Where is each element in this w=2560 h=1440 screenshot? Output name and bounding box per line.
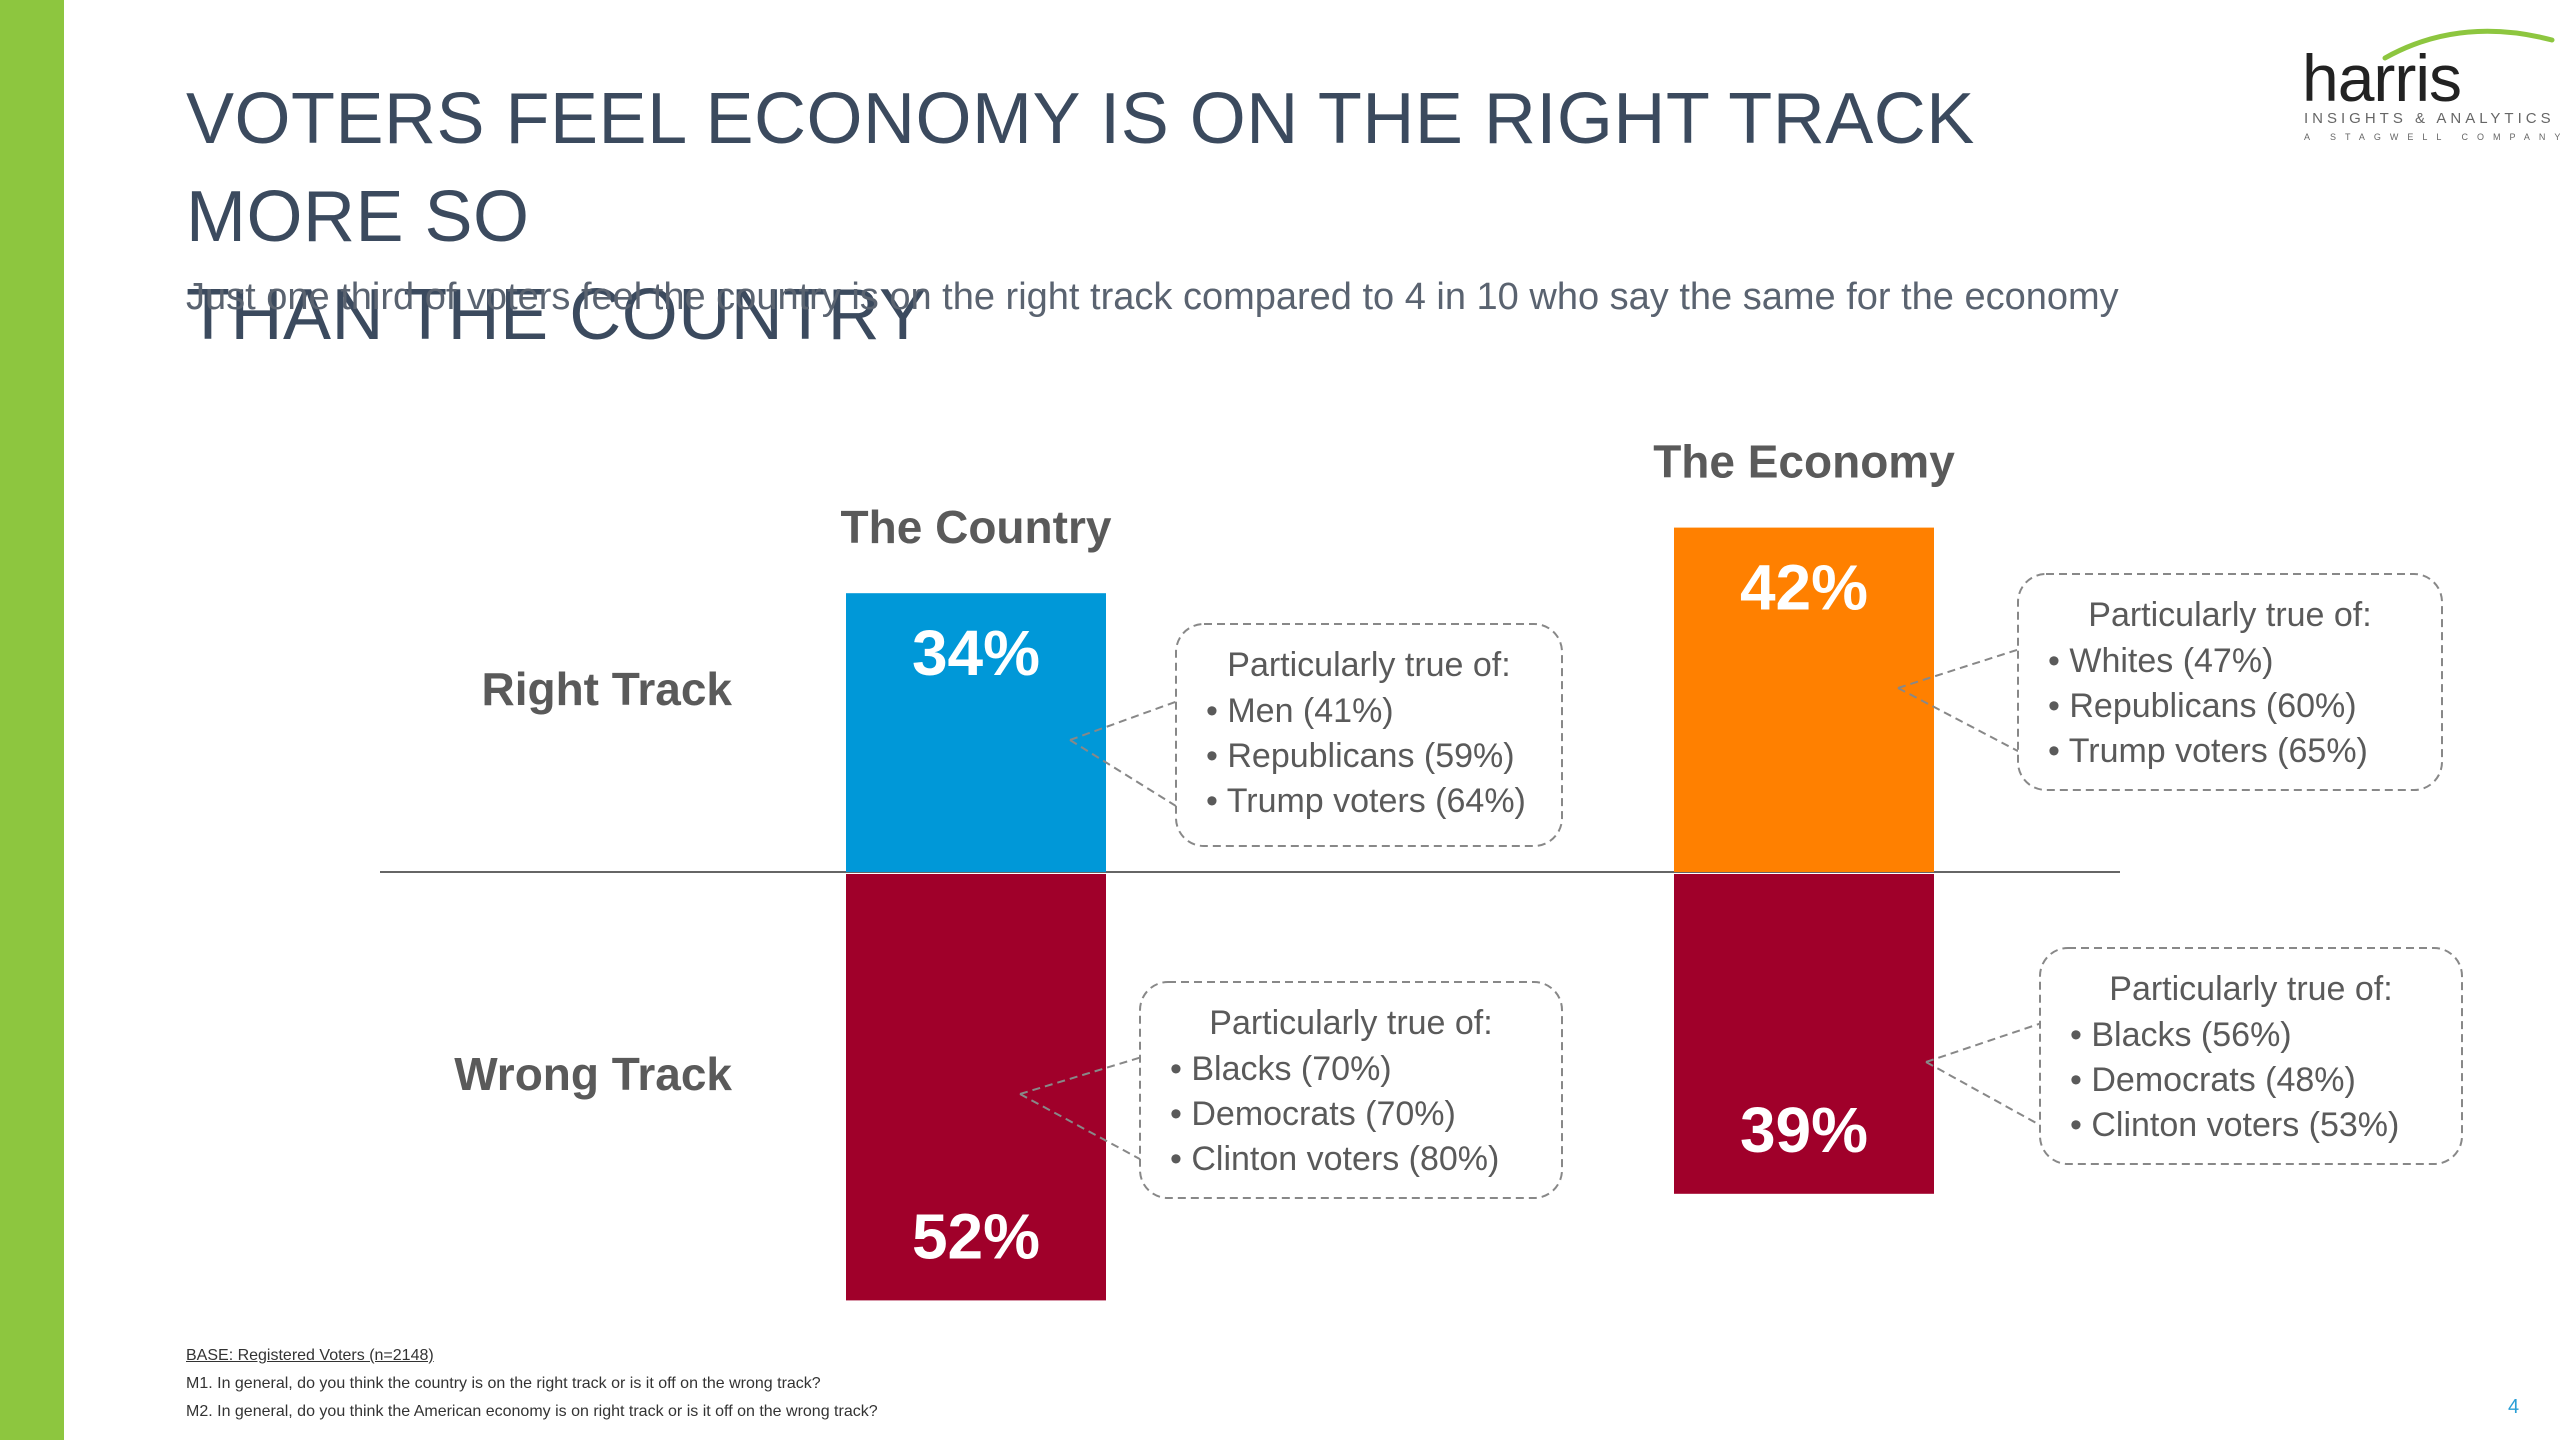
value-label-wrong-track-economy: 39% [1740,1094,1868,1166]
callout-country-wrong-item: • Clinton voters (80%) [1170,1140,1499,1178]
page-number: 4 [2508,1396,2520,1418]
row-label-right-track: Right Track [481,663,732,715]
title-line-1: VOTERS FEEL ECONOMY IS ON THE RIGHT TRAC… [186,79,1975,257]
footnote-m2: M2. In general, do you think the America… [186,1403,878,1420]
callout-country-wrong-pointer-bottom [1019,1093,1141,1160]
track-chart: Right Track Wrong Track The Country 34% 52% T… [380,436,2463,1301]
bar-wrong-track-economy [1674,874,1934,1194]
callout-country-right-item: • Trump voters (64%) [1206,782,1526,820]
value-label-right-track-economy: 42% [1740,552,1868,624]
logo-tagline-2: A STAGWELL COMPANY [2304,132,2560,142]
footnote-base: BASE: Registered Voters (n=2148) [186,1347,434,1364]
bar-right-track-country [846,593,1106,872]
accent-bar [0,0,64,1440]
harris-logo: harris INSIGHTS & ANALYTICS A STAGWELL C… [2290,18,2560,158]
callout-economy-right-pointer-top [1897,648,2019,689]
callout-economy-right-item: • Trump voters (65%) [2048,732,2368,770]
category-label-economy: The Economy [1653,436,1955,488]
slide-title: VOTERS FEEL ECONOMY IS ON THE RIGHT TRAC… [186,70,2186,364]
callout-economy-right-item: • Republicans (60%) [2048,687,2357,725]
callout-economy-wrong-pointer-top [1925,1022,2041,1063]
category-label-country: The Country [841,501,1112,553]
slide-subtitle: Just one third of voters feel the countr… [186,276,2119,318]
callout-country-right-box [1175,623,1563,847]
callout-country-wrong-box [1139,981,1563,1199]
callout-economy-wrong-box [2039,947,2463,1165]
callout-country-wrong-item: • Blacks (70%) [1170,1050,1392,1088]
logo-word: harris [2302,41,2462,115]
callout-country-right-item: • Republicans (59%) [1206,737,1515,775]
footnotes: BASE: Registered Voters (n=2148) M1. In … [186,1342,878,1426]
callout-country-right-pointer-bottom [1069,739,1177,807]
callout-economy-wrong-item: • Clinton voters (53%) [2070,1106,2399,1144]
row-label-wrong-track: Wrong Track [454,1048,732,1100]
value-label-right-track-country: 34% [912,617,1040,689]
callout-country-wrong-heading: Particularly true of: [1209,1004,1492,1042]
callout-country-wrong-pointer-top [1019,1056,1141,1095]
callout-economy-right-item: • Whites (47%) [2048,642,2273,680]
value-label-wrong-track-country: 52% [912,1200,1040,1272]
callout-economy-right-box [2017,573,2443,791]
logo-tagline: INSIGHTS & ANALYTICS [2304,110,2555,127]
callout-country-wrong-item: • Democrats (70%) [1170,1095,1456,1133]
callout-economy-wrong-heading: Particularly true of: [2109,970,2392,1008]
title-line-2: THAN THE COUNTRY [186,275,928,355]
callout-economy-right-heading: Particularly true of: [2088,596,2371,634]
footnote-m1: M1. In general, do you think the country… [186,1375,821,1392]
callout-country-right-pointer-top [1069,700,1177,741]
bar-wrong-track-country [846,874,1106,1301]
callout-economy-right-pointer-bottom [1897,687,2019,753]
callout-country-right-heading: Particularly true of: [1227,646,1510,684]
bar-right-track-economy [1674,527,1934,872]
callout-economy-wrong-item: • Democrats (48%) [2070,1061,2356,1099]
callout-economy-wrong-item: • Blacks (56%) [2070,1016,2292,1054]
callout-economy-wrong-pointer-bottom [1925,1061,2041,1126]
logo-swoosh-icon [2382,28,2555,61]
callout-country-right-item: • Men (41%) [1206,692,1394,730]
